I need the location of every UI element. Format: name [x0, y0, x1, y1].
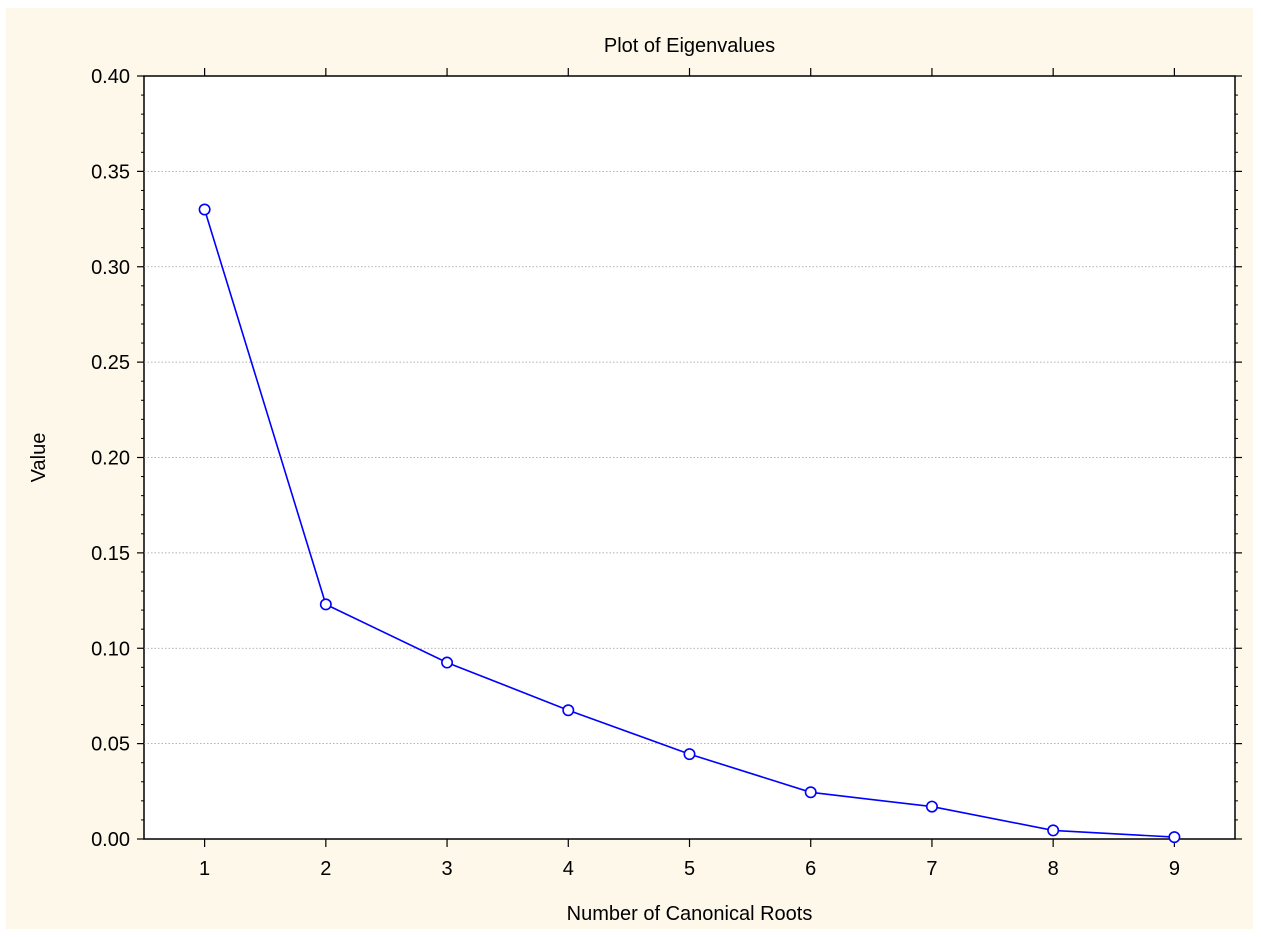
x-tick-label: 9 [1169, 858, 1180, 880]
plot-area [143, 75, 1236, 840]
x-tick-label: 3 [441, 858, 452, 880]
data-point [319, 598, 332, 611]
y-tick-labels: 0.00 0.05 0.10 0.15 0.20 0.25 0.30 0.35 0.40 [91, 66, 130, 851]
y-tick-label: 0.15 [91, 543, 130, 565]
y-axis-label: Value [28, 433, 50, 483]
y-tick-label: 0.30 [91, 257, 130, 279]
x-tick-label: 4 [563, 858, 574, 880]
x-tick-label: 7 [926, 858, 937, 880]
data-points [198, 203, 1181, 844]
data-point [562, 704, 575, 717]
y-tick-label: 0.10 [91, 638, 130, 660]
y-tick-label: 0.05 [91, 734, 130, 756]
y-tick-label: 0.20 [91, 448, 130, 470]
x-tick-labels: 1 2 3 4 5 6 7 8 9 [199, 858, 1180, 880]
data-point [1168, 831, 1181, 844]
x-tick-label: 5 [684, 858, 695, 880]
x-tick-label: 6 [805, 858, 816, 880]
x-axis-label: Number of Canonical Roots [567, 903, 813, 925]
data-point [1047, 824, 1060, 837]
data-point [198, 203, 211, 216]
data-point [925, 800, 938, 813]
y-tick-label: 0.40 [91, 66, 130, 88]
chart-title: Plot of Eigenvalues [604, 35, 775, 57]
data-point [441, 656, 454, 669]
x-tick-label: 1 [199, 858, 210, 880]
axis-ticks [137, 68, 1242, 847]
x-tick-label: 2 [320, 858, 331, 880]
y-tick-label: 0.25 [91, 352, 130, 374]
data-point [683, 748, 696, 761]
x-tick-label: 8 [1048, 858, 1059, 880]
series-eigenvalues [198, 203, 1181, 844]
data-point [804, 786, 817, 799]
y-tick-label: 0.35 [91, 161, 130, 183]
y-tick-label: 0.00 [91, 829, 130, 851]
